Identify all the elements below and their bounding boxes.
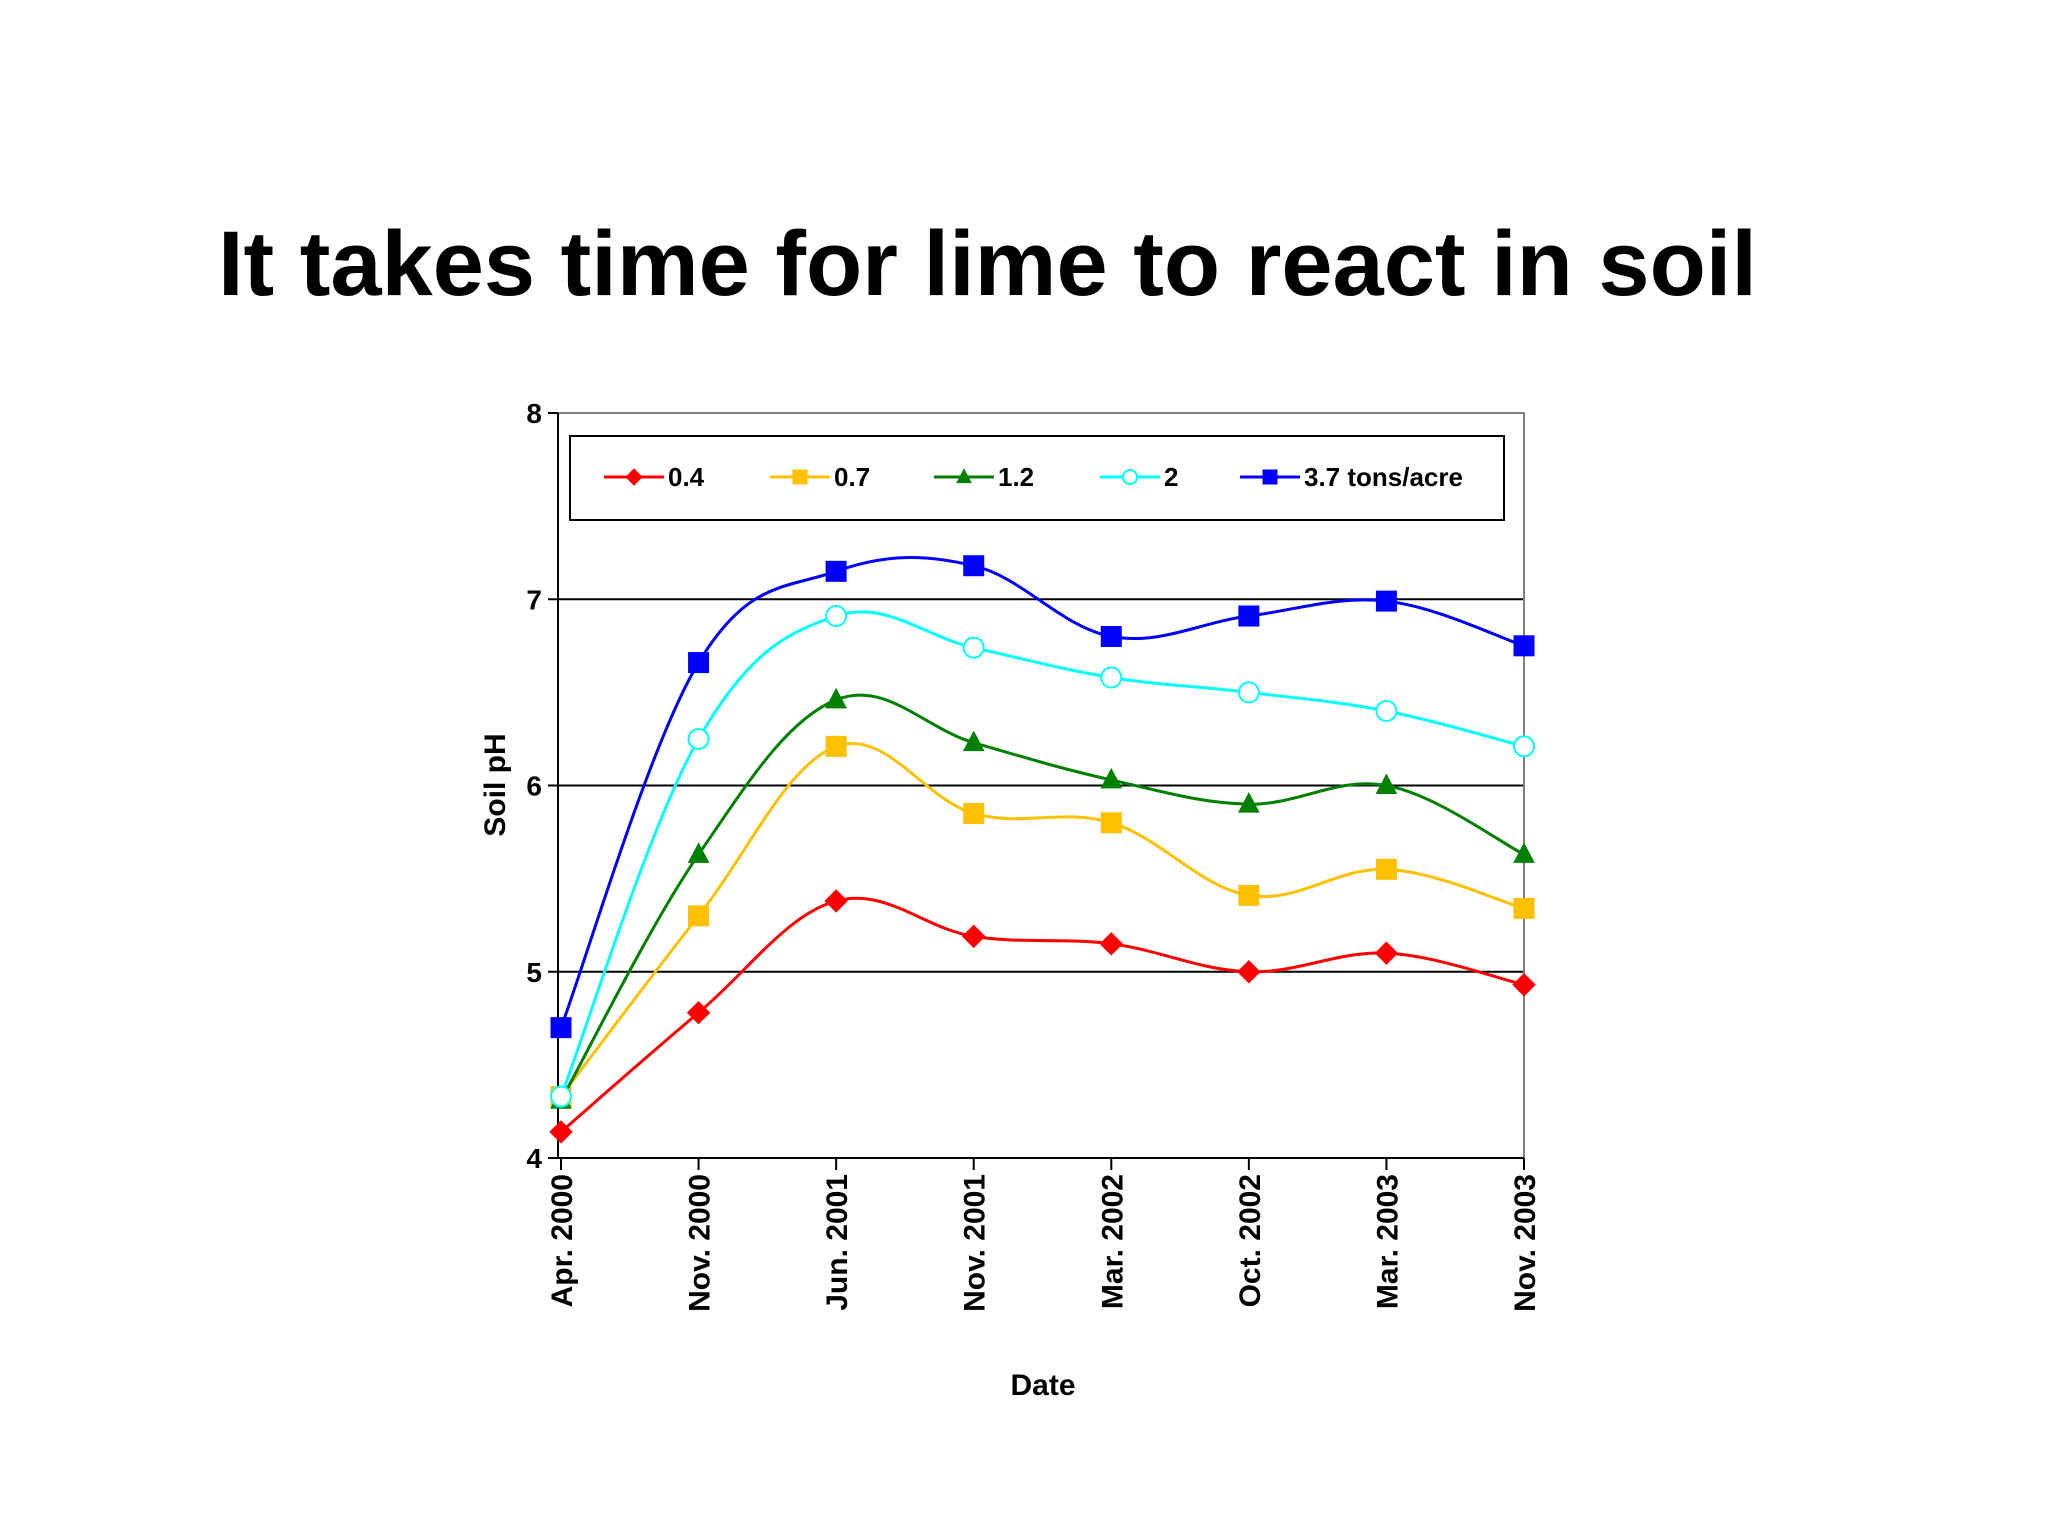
series-1-2 bbox=[550, 687, 1535, 1109]
data-point bbox=[1262, 469, 1278, 485]
legend-entry: 2 bbox=[1100, 462, 1178, 492]
x-tick-label: Apr. 2000 bbox=[546, 1174, 579, 1307]
data-point bbox=[1513, 635, 1535, 657]
data-point bbox=[1238, 605, 1260, 627]
data-point bbox=[550, 1017, 572, 1039]
legend-entry: 0.7 bbox=[770, 462, 870, 492]
data-point bbox=[962, 636, 985, 659]
data-point bbox=[688, 652, 710, 674]
y-axis-title: Soil pH bbox=[479, 733, 512, 836]
legend-label: 2 bbox=[1164, 462, 1178, 492]
data-point bbox=[550, 1085, 572, 1108]
legend-label: 0.4 bbox=[668, 462, 705, 492]
data-point bbox=[687, 842, 710, 863]
slide-title: It takes time for lime to react in soil bbox=[218, 213, 1757, 315]
data-point bbox=[1100, 626, 1122, 647]
data-point bbox=[963, 555, 985, 577]
data-point bbox=[956, 468, 972, 484]
y-tick-label: 8 bbox=[526, 398, 542, 429]
series-line bbox=[559, 693, 1525, 1101]
x-tick-label: Oct. 2002 bbox=[1234, 1174, 1267, 1307]
data-point bbox=[1374, 941, 1399, 965]
data-point bbox=[1513, 842, 1535, 863]
x-axis-title: Date bbox=[1010, 1369, 1075, 1402]
y-tick-label: 7 bbox=[526, 584, 542, 615]
data-point bbox=[825, 560, 847, 582]
y-tick-label: 4 bbox=[526, 1143, 542, 1174]
data-point bbox=[1100, 812, 1122, 834]
legend-entry: 3.7 tons/acre bbox=[1240, 462, 1463, 492]
x-tick-label: Nov. 2003 bbox=[1509, 1174, 1542, 1312]
data-point bbox=[1100, 666, 1123, 689]
data-point bbox=[825, 605, 848, 628]
data-point bbox=[1512, 973, 1536, 997]
data-point bbox=[625, 468, 643, 486]
data-point bbox=[1513, 735, 1535, 758]
legend-box bbox=[569, 435, 1505, 521]
series-lines bbox=[549, 555, 1536, 1144]
y-tick-label: 5 bbox=[526, 957, 542, 988]
data-point bbox=[825, 687, 847, 709]
data-point bbox=[1099, 932, 1123, 956]
data-point bbox=[963, 802, 985, 824]
data-point bbox=[962, 924, 986, 949]
data-point bbox=[1375, 700, 1398, 722]
data-point bbox=[1100, 767, 1123, 789]
x-tick-label: Nov. 2001 bbox=[959, 1174, 992, 1312]
data-point bbox=[1237, 960, 1261, 984]
data-point bbox=[688, 905, 710, 927]
legend: 0.4 0.7 1.2 2 3.7 tons/acre bbox=[569, 435, 1505, 521]
series-line bbox=[559, 610, 1525, 1098]
x-tick-label: Jun. 2001 bbox=[821, 1174, 854, 1311]
axes: 4 5 6 7 8 Apr. 2000 Nov. 2000 Jun. 2001 Nov. 200… bbox=[526, 398, 1542, 1312]
legend-label: 1.2 bbox=[998, 462, 1034, 492]
x-tick-label: Nov. 2000 bbox=[684, 1174, 717, 1312]
data-point bbox=[1238, 792, 1260, 813]
data-point bbox=[1375, 858, 1397, 880]
data-point bbox=[824, 889, 848, 913]
data-point bbox=[1122, 469, 1138, 485]
data-point bbox=[1238, 884, 1260, 906]
series-2 bbox=[550, 605, 1535, 1108]
series-line bbox=[559, 556, 1525, 1029]
series-0-4 bbox=[549, 889, 1536, 1144]
data-point bbox=[792, 469, 808, 485]
data-point bbox=[549, 1120, 573, 1144]
data-point bbox=[1513, 897, 1535, 919]
x-tick-label: Mar. 2003 bbox=[1371, 1174, 1404, 1309]
y-tick-label: 6 bbox=[526, 771, 542, 802]
legend-label: 0.7 bbox=[834, 462, 870, 492]
legend-label: 3.7 tons/acre bbox=[1304, 462, 1463, 492]
data-point bbox=[1237, 681, 1260, 704]
data-point bbox=[962, 730, 985, 752]
data-point bbox=[1375, 590, 1397, 612]
legend-entry: 1.2 bbox=[934, 462, 1034, 492]
data-point bbox=[1375, 773, 1398, 794]
x-tick-label: Mar. 2002 bbox=[1096, 1174, 1129, 1309]
data-point bbox=[687, 727, 710, 750]
data-point bbox=[686, 1001, 711, 1025]
legend-entry: 0.4 bbox=[604, 462, 705, 492]
series-3-7-tons-acre bbox=[550, 555, 1535, 1039]
data-point bbox=[825, 735, 847, 757]
